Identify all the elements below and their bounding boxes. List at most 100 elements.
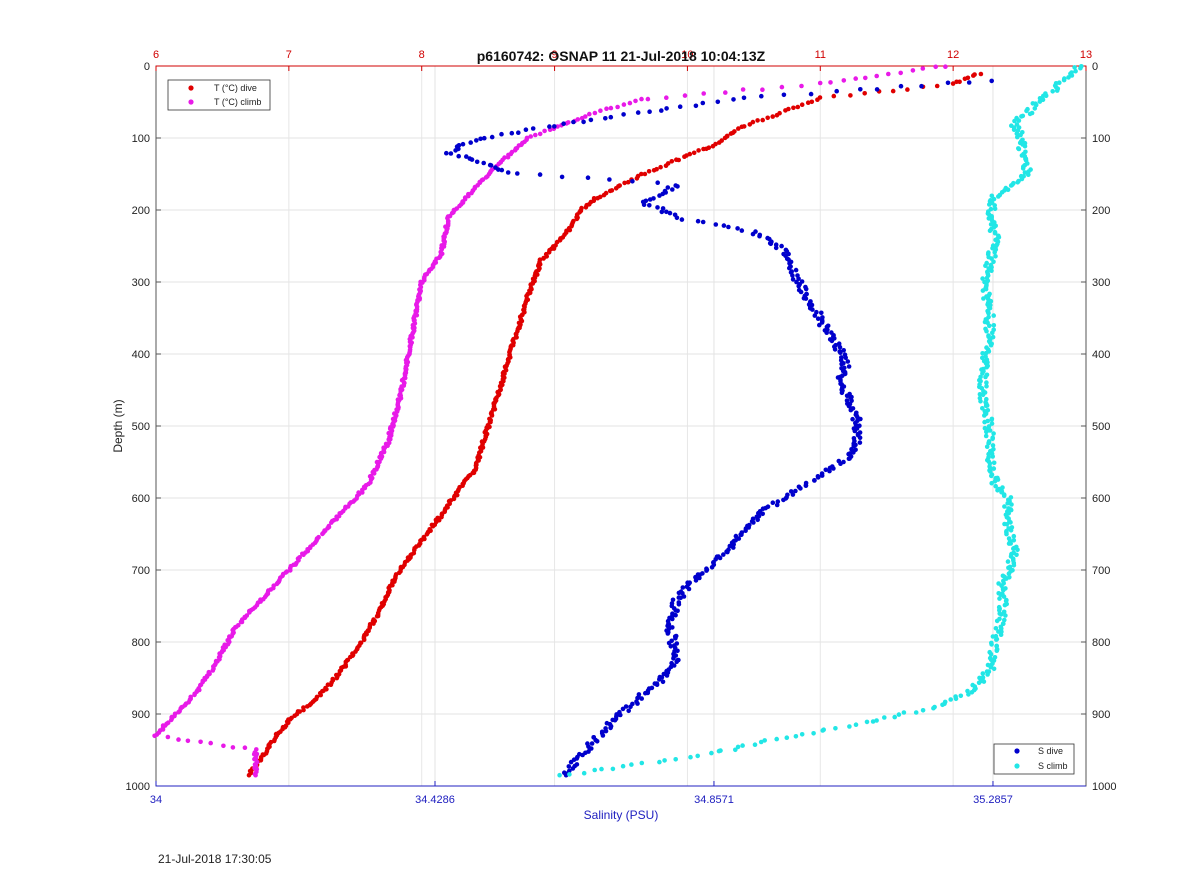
data-point <box>986 440 991 446</box>
data-point <box>987 228 993 233</box>
data-point <box>664 95 669 100</box>
data-point <box>1014 552 1019 558</box>
data-point <box>984 328 989 334</box>
data-point <box>629 762 634 767</box>
data-point <box>542 128 547 134</box>
data-point <box>533 132 538 138</box>
data-point <box>670 597 676 603</box>
data-point <box>829 338 835 344</box>
data-point <box>999 626 1004 631</box>
data-point <box>1026 172 1031 177</box>
data-point <box>735 226 740 231</box>
y-tick-label-left: 100 <box>132 133 150 145</box>
data-point <box>770 500 776 506</box>
data-point <box>910 68 916 73</box>
data-point <box>836 341 842 347</box>
footer-timestamp: 21-Jul-2018 17:30:05 <box>158 852 272 866</box>
data-point <box>862 91 867 96</box>
y-tick-label-right: 900 <box>1092 709 1110 721</box>
data-point <box>1012 118 1017 124</box>
data-point <box>919 83 924 89</box>
data-point <box>615 104 620 110</box>
data-point <box>581 119 586 125</box>
data-point <box>669 159 675 164</box>
data-point <box>627 100 633 106</box>
data-point <box>657 677 662 682</box>
data-point <box>774 736 779 742</box>
data-point <box>770 114 775 119</box>
data-point <box>152 733 157 739</box>
data-point <box>966 80 972 85</box>
data-point <box>933 64 938 70</box>
data-point <box>673 757 678 762</box>
data-point <box>1004 531 1009 537</box>
data-point <box>1006 571 1012 576</box>
data-point <box>587 111 592 117</box>
data-point <box>709 565 715 570</box>
data-point <box>755 118 760 123</box>
data-point <box>456 153 462 159</box>
data-point <box>768 241 774 247</box>
data-point <box>1011 538 1017 543</box>
data-point <box>815 475 821 480</box>
data-point <box>993 626 999 631</box>
data-point <box>693 103 699 109</box>
data-point <box>622 180 627 186</box>
data-point <box>858 87 863 92</box>
y-tick-label-left: 1000 <box>126 781 150 793</box>
data-point <box>601 192 607 198</box>
data-point <box>992 206 998 212</box>
data-point <box>716 140 722 145</box>
data-point <box>983 374 988 380</box>
data-point <box>334 675 340 681</box>
data-marks <box>152 64 1084 778</box>
data-point <box>430 524 436 529</box>
data-point <box>984 444 990 450</box>
x-top-tick-label: 11 <box>815 49 826 61</box>
data-point <box>994 618 1000 624</box>
data-point <box>1002 504 1007 509</box>
data-point <box>496 167 501 172</box>
data-point <box>509 130 515 136</box>
data-point <box>735 744 741 750</box>
data-point <box>165 734 171 740</box>
y-tick-label-left: 500 <box>132 421 150 433</box>
data-point <box>811 731 816 736</box>
data-point <box>600 733 606 738</box>
data-point <box>682 154 687 159</box>
data-point <box>329 520 334 525</box>
data-point <box>695 753 700 759</box>
data-point <box>568 759 574 765</box>
data-point <box>978 71 984 77</box>
data-point <box>361 637 367 643</box>
data-point <box>989 642 994 647</box>
data-point <box>984 380 989 385</box>
data-point <box>1015 547 1020 553</box>
data-point <box>857 440 863 445</box>
data-point <box>886 71 891 77</box>
data-point <box>808 91 814 97</box>
data-point <box>989 268 994 274</box>
data-point <box>779 243 784 249</box>
data-point <box>803 286 809 292</box>
data-point <box>990 443 996 448</box>
data-point <box>837 344 843 350</box>
data-point <box>1008 183 1014 188</box>
data-point <box>980 276 985 281</box>
data-point <box>803 296 809 301</box>
data-point <box>210 668 216 673</box>
data-point <box>655 205 660 210</box>
data-point <box>221 743 226 749</box>
data-point <box>969 690 975 695</box>
data-point <box>325 682 331 687</box>
data-point <box>628 704 633 710</box>
data-point <box>755 517 760 523</box>
data-point <box>713 222 719 227</box>
data-point <box>659 108 664 113</box>
data-point <box>583 205 589 210</box>
data-point <box>1022 170 1028 175</box>
data-point <box>664 209 669 215</box>
data-point <box>847 724 852 729</box>
data-point <box>793 267 799 273</box>
data-point <box>721 552 726 557</box>
